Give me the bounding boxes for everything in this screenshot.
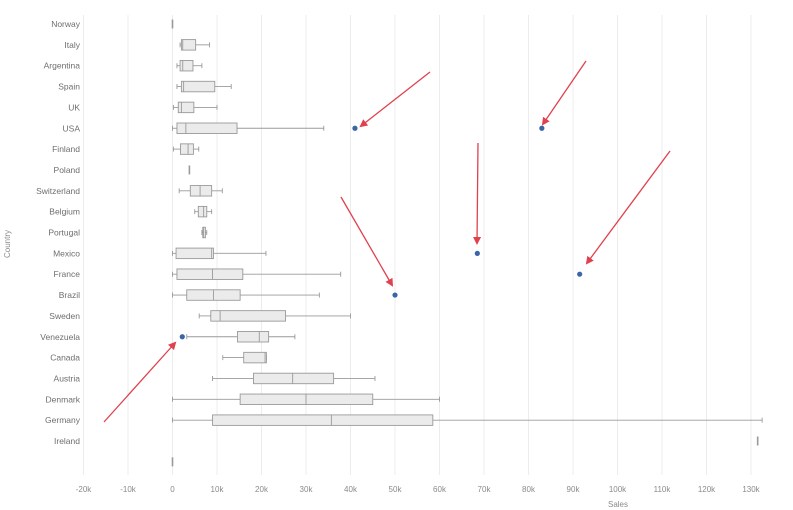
outlier-point — [474, 250, 480, 256]
boxes — [171, 19, 763, 467]
iqr-box — [210, 310, 286, 322]
x-tick-label: 60k — [433, 485, 447, 494]
x-tick-label: -20k — [76, 485, 93, 494]
x-tick-label: 30k — [300, 485, 314, 494]
iqr-box — [237, 331, 270, 343]
box-denmark — [172, 393, 440, 405]
annotation-arrow — [103, 341, 177, 423]
annotation-arrow — [473, 142, 482, 245]
x-tick-label: 100k — [609, 485, 627, 494]
iqr-box — [189, 185, 213, 197]
annotation-arrow — [585, 150, 671, 265]
category-label: Denmark — [46, 394, 81, 404]
category-label: Mexico — [53, 248, 80, 258]
iqr-box — [176, 122, 238, 134]
annotation-arrow — [359, 71, 431, 128]
iqr-box — [180, 80, 216, 93]
iqr-box — [176, 268, 244, 280]
category-label: Switzerland — [36, 186, 80, 196]
iqr-box — [175, 247, 214, 260]
iqr-box — [179, 60, 194, 72]
category-label: Italy — [64, 40, 80, 50]
category-label: UK — [68, 102, 80, 112]
x-tick-label: 110k — [654, 485, 672, 494]
outlier-point — [392, 292, 398, 298]
box-germany — [172, 414, 763, 426]
x-tick-label: 0 — [170, 485, 175, 494]
x-tick-label: -10k — [120, 485, 137, 494]
y-axis-title: Country — [3, 230, 12, 258]
x-tick-label: 120k — [698, 485, 716, 494]
category-label: USA — [63, 123, 81, 133]
iqr-box — [197, 205, 208, 218]
box-italy — [179, 39, 210, 51]
x-tick-label: 130k — [742, 485, 760, 494]
outlier-point — [352, 125, 358, 131]
x-tick-label: 70k — [478, 485, 492, 494]
category-label: Austria — [54, 373, 81, 383]
outliers — [179, 125, 583, 340]
category-label: Portugal — [48, 228, 80, 238]
x-tick-label: 50k — [389, 485, 403, 494]
category-label: Spain — [58, 82, 80, 92]
category-label: Belgium — [49, 207, 80, 217]
iqr-box — [253, 372, 335, 385]
iqr-box — [243, 351, 267, 364]
category-label: Poland — [54, 165, 81, 175]
iqr-box — [212, 414, 434, 426]
x-tick-label: 10k — [211, 485, 225, 494]
annotation-arrows — [103, 60, 671, 423]
box-belgium — [194, 205, 213, 218]
box-austria — [212, 372, 376, 385]
category-label: Norway — [51, 19, 81, 29]
category-label: Venezuela — [40, 332, 80, 342]
outlier-point — [179, 334, 185, 340]
box-switzerland — [178, 185, 223, 197]
x-tick-label: 20k — [255, 485, 269, 494]
box-brazil — [172, 289, 320, 301]
box-venezuela — [186, 331, 296, 343]
box-france — [172, 268, 342, 280]
gridlines — [83, 15, 752, 475]
outlier-point — [539, 125, 545, 131]
outlier-point — [577, 271, 583, 277]
category-labels: Norway Italy Argentina Spain UK USA Finland Pol… — [36, 19, 81, 446]
box-mexico — [172, 247, 267, 260]
category-label: Sweden — [49, 311, 80, 321]
annotation-arrow — [340, 196, 394, 287]
box-spain — [176, 80, 232, 93]
iqr-box — [180, 143, 194, 155]
annotation-arrow — [541, 60, 587, 126]
category-label: Ireland — [54, 436, 80, 446]
category-label: Brazil — [59, 290, 80, 300]
box-canada — [222, 351, 267, 364]
box-argentina — [176, 60, 203, 72]
category-label: Germany — [45, 415, 81, 425]
box-usa — [172, 122, 325, 134]
box-finland — [172, 143, 200, 155]
category-label: Finland — [52, 144, 80, 154]
category-label: France — [54, 269, 81, 279]
iqr-box — [180, 39, 197, 51]
iqr-box — [177, 101, 195, 114]
box-uk — [172, 101, 218, 114]
box-sweden — [198, 310, 351, 322]
x-axis-ticks: -20k -10k 0 10k 20k 30k 40k 50k 60k 70k 80k 90k 100k… — [76, 485, 761, 494]
x-axis-title: Sales — [608, 500, 628, 509]
category-label: Argentina — [44, 61, 81, 71]
box-portugal — [201, 226, 208, 239]
x-tick-label: 90k — [567, 485, 581, 494]
x-tick-label: 80k — [522, 485, 536, 494]
category-label: Canada — [50, 353, 80, 363]
x-tick-label: 40k — [344, 485, 358, 494]
